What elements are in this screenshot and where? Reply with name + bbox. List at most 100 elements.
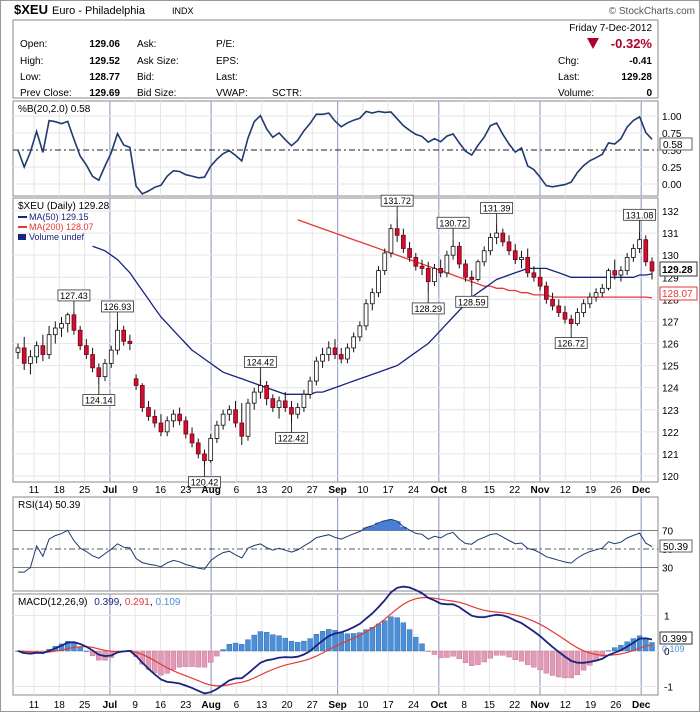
macd-hist-bar — [568, 650, 574, 679]
x-tick-label: 17 — [383, 700, 395, 711]
open-value: 129.06 — [89, 39, 120, 50]
x-tick-label: 15 — [484, 485, 496, 496]
candle-up — [481, 250, 487, 263]
candle-down — [202, 453, 207, 461]
candle-down — [189, 433, 195, 444]
candle-up — [65, 314, 71, 325]
x-tick-label: 16 — [155, 485, 167, 496]
macd-hist-bar — [549, 650, 556, 676]
down-triangle-icon — [587, 38, 599, 49]
x-tick-label: 22 — [509, 700, 521, 711]
candle-down — [544, 285, 549, 300]
x-tick-label: Nov — [531, 700, 550, 711]
copyright: © StockCharts.com — [609, 6, 695, 17]
rsi-tick-label: 70 — [662, 527, 674, 538]
candle-up — [637, 239, 642, 249]
callout-box — [554, 337, 588, 350]
macd-hist-bar — [543, 650, 550, 674]
sctr-label: SCTR: — [272, 88, 302, 99]
macd-hist-bar — [232, 642, 239, 652]
candle-up — [382, 252, 388, 272]
macd-hist-bar — [207, 650, 214, 663]
price-tick-label: 120 — [662, 472, 679, 483]
macd-hist-bar — [295, 642, 301, 652]
ma200-last-value: 128.07 — [662, 289, 693, 300]
candle-down — [96, 367, 102, 378]
candle-up — [320, 354, 325, 362]
candle-down — [401, 234, 406, 249]
x-tick-label: 12 — [560, 485, 572, 496]
candle-down — [233, 409, 238, 424]
x-tick-label: Oct — [430, 485, 447, 496]
candle-down — [550, 298, 555, 307]
candle-down — [133, 378, 139, 386]
ma200-legend: MA(200) 128.07 — [29, 222, 94, 232]
candle-up — [388, 228, 394, 254]
x-tick-label: 10 — [357, 485, 369, 496]
macd-hist-bar — [350, 633, 357, 652]
macd-hist-bar — [164, 650, 170, 674]
candle-up — [369, 292, 375, 305]
macd-line — [17, 585, 653, 695]
exchange: INDX — [172, 6, 194, 16]
candle-up — [357, 325, 363, 338]
macd-hist-bar — [183, 650, 189, 667]
callout-box — [436, 216, 470, 229]
callout-box — [101, 300, 134, 313]
macd-panel: MACD(12,26,9) 0.399, 0.291, 0.109 1 0 -1 0… — [12, 585, 693, 696]
candle-down — [413, 256, 419, 267]
candle-up — [599, 287, 605, 294]
ma50-legend: MA(50) 129.15 — [29, 212, 89, 222]
candle-up — [307, 380, 313, 395]
macd-hist-bar — [437, 650, 444, 659]
callout-label: 124.42 — [247, 357, 275, 367]
macd-hist-bar — [282, 637, 288, 652]
macd-hist-bar — [65, 641, 71, 652]
prev-close-label: Prev Close: — [20, 88, 72, 99]
candle-up — [494, 232, 499, 238]
pctb-last-box — [659, 137, 693, 151]
macd-signal-value: 0.291 — [125, 597, 150, 608]
callout-label: 131.39 — [483, 203, 511, 213]
pctb-tick-label: 0.00 — [662, 180, 682, 191]
macd-value: 0.399 — [94, 597, 119, 608]
candles — [15, 217, 655, 467]
x-tick-label: Dec — [632, 485, 651, 496]
macd-hist-bar — [270, 634, 276, 652]
callout-label: 127.43 — [60, 291, 88, 301]
rsi-line — [18, 518, 653, 573]
candle-up — [363, 303, 369, 327]
macd-hist-bar — [375, 623, 382, 652]
price-tick-label: 129 — [662, 273, 679, 284]
macd-hist-bar — [500, 650, 506, 656]
bid-label: Bid: — [137, 72, 154, 83]
macd-hist-bar — [363, 629, 369, 652]
candle-down — [407, 248, 412, 258]
macd-hist-bar — [326, 629, 332, 652]
price-panel: 131.72 130.72 131.39 131.08 127.43 126.93 124.… — [12, 194, 698, 489]
x-tick-label: 11 — [29, 485, 40, 496]
candle-down — [438, 268, 443, 274]
macd-last-box — [659, 631, 693, 645]
macd-hist-bar — [487, 650, 494, 659]
pctb-panel: %B(20,2.0) 0.58 1.00 0.75 0.50 0.25 0.00 0.5… — [12, 100, 693, 197]
rsi-panel-frame — [12, 496, 659, 592]
change-pct: -0.32% — [611, 36, 653, 51]
x-tick-label: 13 — [256, 700, 268, 711]
price-annotations: 131.72 130.72 131.39 131.08 127.43 126.93 124.… — [57, 194, 656, 489]
callout-label: 128.29 — [414, 304, 442, 314]
candle-down — [127, 340, 133, 344]
ask-size-label: Ask Size: — [137, 56, 179, 67]
macd-hist-bar — [518, 650, 525, 662]
open-label: Open: — [20, 39, 47, 50]
callout-box — [380, 194, 414, 207]
pctb-last-value: 0.58 — [663, 140, 683, 151]
candle-up — [631, 248, 636, 258]
callout-label: 124.14 — [85, 396, 113, 406]
chg-label: Chg: — [558, 56, 579, 67]
candle-down — [146, 407, 151, 417]
macd-hist-bar — [170, 650, 177, 670]
callout-box — [411, 302, 445, 315]
macd-hist-bar — [382, 620, 388, 652]
candle-up — [593, 292, 599, 298]
